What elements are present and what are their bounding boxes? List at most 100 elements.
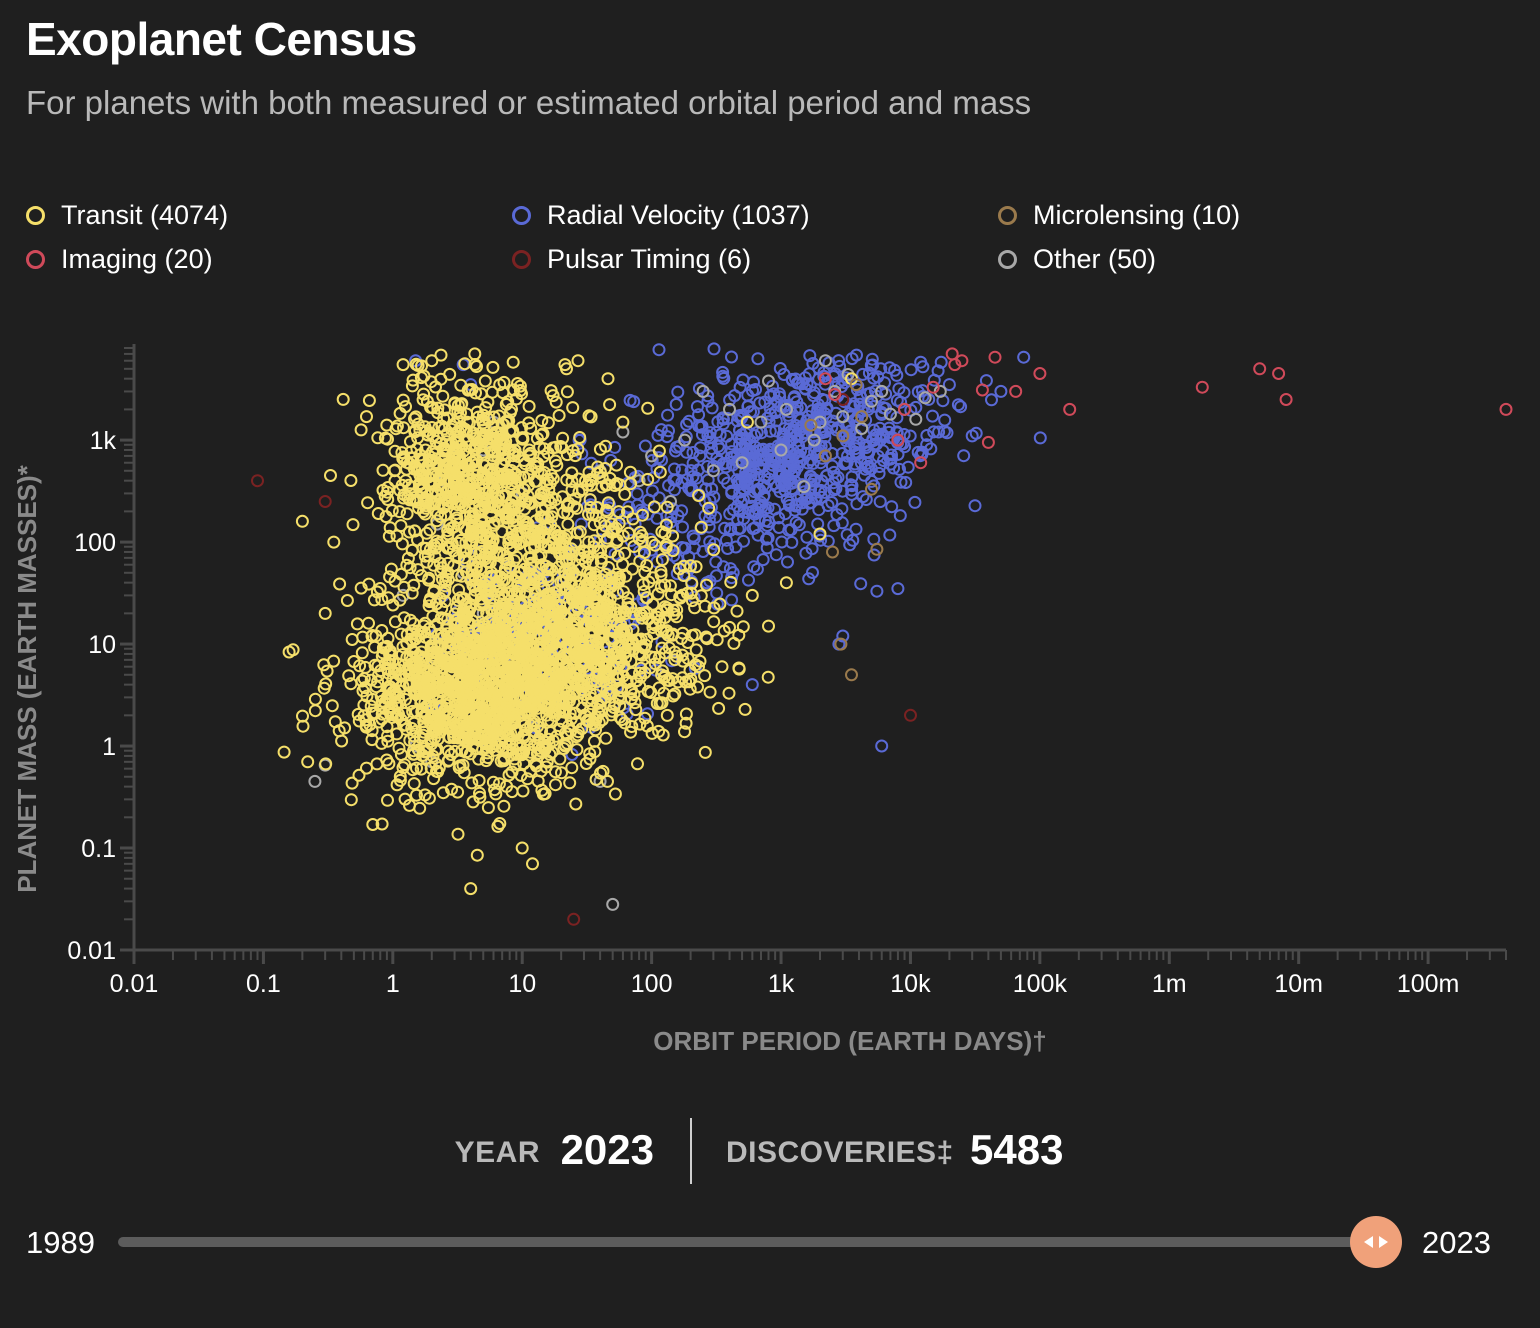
planet-point	[632, 474, 646, 488]
planet-point	[431, 401, 445, 415]
planet-point	[652, 444, 666, 458]
planet-point	[712, 701, 726, 715]
planet-point	[479, 487, 493, 501]
planet-point	[526, 857, 539, 871]
planet-point	[522, 570, 536, 584]
planet-point	[408, 664, 422, 678]
planet-point	[488, 743, 502, 757]
planet-point	[611, 586, 624, 600]
planet-point	[581, 663, 595, 677]
planet-point	[495, 417, 509, 431]
planet-point	[779, 576, 793, 590]
planet-point	[478, 716, 492, 730]
planet-point	[318, 495, 332, 508]
planet-point	[500, 697, 514, 710]
planet-point	[811, 445, 825, 459]
planet-point	[548, 765, 562, 779]
planet-point	[394, 627, 408, 641]
planet-point	[570, 627, 584, 641]
planet-point	[628, 696, 642, 710]
planet-point	[420, 745, 434, 758]
planet-point	[679, 707, 693, 721]
planet-point	[618, 716, 632, 730]
planet-point	[804, 482, 818, 496]
planet-point	[927, 425, 941, 439]
planet-point	[663, 579, 677, 593]
planet-point	[855, 410, 869, 424]
planet-point	[370, 757, 384, 771]
planet-point	[424, 625, 438, 639]
planet-point	[629, 703, 643, 717]
planet-point	[732, 661, 746, 675]
planet-point	[350, 617, 364, 631]
planet-point	[587, 518, 601, 532]
planet-point	[667, 607, 681, 621]
planet-point	[432, 421, 446, 435]
planet-point	[1017, 350, 1031, 364]
planet-point	[1063, 402, 1077, 416]
planet-point	[718, 521, 732, 535]
legend-item-microlensing[interactable]: Microlensing (10)	[998, 200, 1240, 231]
planet-point	[392, 684, 406, 698]
planet-point	[468, 347, 482, 361]
legend-item-imaging[interactable]: Imaging (20)	[26, 244, 213, 275]
y-tick-label: 0.1	[81, 835, 116, 863]
planet-point	[541, 416, 555, 430]
legend-label-radial-velocity: Radial Velocity (1037)	[547, 200, 810, 230]
legend-label-other: Other (50)	[1033, 244, 1157, 274]
planet-point	[523, 616, 537, 630]
planet-point	[436, 707, 450, 721]
planet-point	[342, 669, 356, 683]
planet-point	[851, 410, 865, 424]
legend-item-pulsar-timing[interactable]: Pulsar Timing (6)	[512, 244, 751, 275]
planet-point	[631, 757, 644, 771]
planet-point	[481, 729, 495, 743]
planet-point	[759, 481, 773, 494]
legend-item-transit[interactable]: Transit (4074)	[26, 200, 228, 231]
planet-point	[789, 516, 803, 529]
planet-point	[579, 620, 593, 634]
legend-item-other[interactable]: Other (50)	[998, 244, 1156, 275]
planet-point	[667, 603, 681, 617]
planet-point	[647, 500, 661, 514]
year-slider-handle[interactable]	[1350, 1216, 1402, 1268]
planet-point	[723, 562, 737, 576]
planet-point	[729, 540, 743, 554]
planet-point	[567, 620, 581, 634]
planet-point	[473, 547, 487, 560]
x-tick-label: 1m	[1152, 970, 1187, 998]
planet-point	[890, 426, 904, 440]
legend-item-radial-velocity[interactable]: Radial Velocity (1037)	[512, 200, 810, 231]
planet-point	[648, 538, 662, 552]
planet-point	[799, 546, 813, 560]
planet-point	[587, 734, 601, 748]
planet-point	[681, 636, 695, 649]
planet-point	[536, 787, 550, 801]
planet-point	[511, 377, 524, 390]
planet-point	[646, 571, 660, 585]
planet-point	[406, 704, 420, 718]
discoveries-label: DISCOVERIES‡	[726, 1136, 954, 1169]
planet-point	[454, 703, 467, 717]
planet-point	[745, 678, 759, 692]
planet-point	[318, 606, 332, 620]
planet-point	[361, 496, 375, 510]
planet-point	[479, 583, 493, 597]
planet-point	[696, 384, 710, 398]
planet-point	[557, 590, 571, 604]
planet-point	[375, 736, 389, 750]
year-label: YEAR	[454, 1136, 540, 1169]
planet-point	[473, 786, 486, 800]
planet-point	[476, 522, 490, 536]
planet-point	[371, 507, 385, 520]
year-slider-track[interactable]	[118, 1237, 1380, 1247]
planet-point	[655, 696, 669, 710]
slider-min-label: 1989	[26, 1225, 95, 1260]
planet-point	[662, 424, 675, 438]
planet-point	[568, 685, 582, 699]
planet-point	[556, 431, 570, 445]
planet-point	[491, 494, 505, 508]
planet-point	[849, 378, 863, 392]
planet-point	[710, 451, 724, 465]
planet-point	[565, 761, 579, 775]
